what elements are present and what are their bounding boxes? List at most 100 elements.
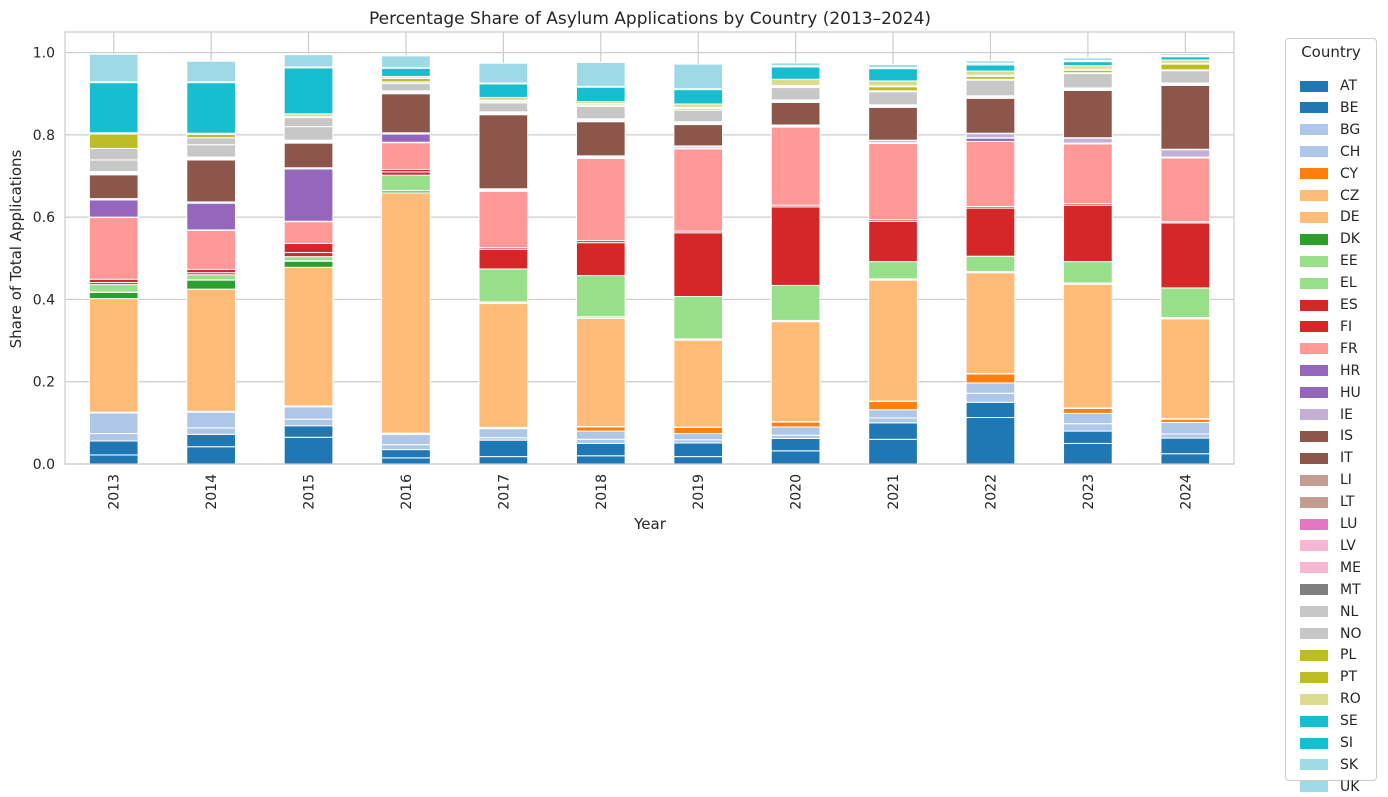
legend-swatch (1300, 475, 1328, 486)
bar-segment-it-2018 (576, 122, 625, 156)
bar-segment-el-2016 (382, 175, 431, 190)
bar-segment-es-2024 (1161, 223, 1210, 288)
bar-segment-at-2014 (187, 447, 236, 464)
y-tick-label: 0.0 (33, 457, 55, 473)
bar-segment-bg-2021 (869, 418, 918, 423)
legend-item-lu: LU (1300, 514, 1357, 534)
bar-segment-fr-2014 (187, 230, 236, 269)
legend-label: NO (1340, 626, 1362, 642)
bar-segment-se-2020 (771, 67, 820, 79)
y-tick-label: 0.8 (33, 128, 55, 144)
legend-item-mt: MT (1300, 580, 1361, 600)
bar-segment-ie-2023 (1064, 138, 1113, 143)
legend-label: MT (1340, 582, 1361, 598)
bar-segment-el-2020 (771, 285, 820, 320)
bar-segment-no-2015 (284, 118, 333, 127)
bar-segment-de-2013 (89, 299, 138, 413)
bar-segment-it-2024 (1161, 85, 1210, 149)
bar-segment-de-2019 (674, 340, 723, 427)
legend-item-si: SI (1300, 733, 1353, 753)
y-tick-label: 0.6 (33, 210, 55, 226)
legend-label: HR (1340, 363, 1360, 379)
legend-swatch (1300, 234, 1328, 245)
legend-swatch (1300, 146, 1328, 157)
legend-item-it: IT (1300, 448, 1353, 468)
bar-segment-de-2022 (966, 273, 1015, 374)
bar-segment-ch-2013 (89, 413, 138, 434)
bar-segment-dk-2015 (284, 261, 333, 267)
legend-item-el: EL (1300, 273, 1357, 293)
bar-segment-be-2018 (576, 443, 625, 455)
bar-segment-nl-2023 (1064, 74, 1113, 88)
y-tick-label: 0.4 (33, 292, 55, 308)
x-tick-label: 2024 (1178, 474, 1194, 510)
bar-segment-bg-2023 (1064, 424, 1113, 431)
bar-segment-uk-2015 (284, 55, 333, 67)
bar-segment-uk-2016 (382, 56, 431, 68)
bar-segment-nl-2018 (576, 106, 625, 118)
bar-segment-el-2023 (1064, 262, 1113, 283)
legend-swatch (1300, 606, 1328, 617)
x-tick-label: 2023 (1081, 474, 1097, 510)
bar-segment-at-2024 (1161, 454, 1210, 464)
bar-segment-fr-2023 (1064, 144, 1113, 204)
legend-swatch (1300, 321, 1328, 332)
legend-label: CH (1340, 144, 1360, 160)
bar-segment-de-2016 (382, 193, 431, 433)
bar-segment-it-2021 (869, 107, 918, 140)
legend-swatch (1300, 584, 1328, 595)
bar-segment-ch-2019 (674, 434, 723, 440)
bar-segment-de-2023 (1064, 284, 1113, 408)
bar-segment-nl-2019 (674, 110, 723, 122)
bar-segment-cy-2021 (869, 401, 918, 409)
legend-swatch (1300, 300, 1328, 311)
bar-segment-cy-2020 (771, 422, 820, 427)
bar-segment-no-2014 (187, 138, 236, 145)
legend-label: ES (1340, 297, 1358, 313)
legend-label: LT (1340, 494, 1354, 510)
legend-label: IE (1340, 407, 1353, 423)
legend-title: Country (1286, 43, 1376, 61)
legend-swatch (1300, 343, 1328, 354)
bar-segment-uk-2021 (869, 65, 918, 68)
bar-segment-el-2015 (284, 257, 333, 261)
bar-segment-es-2021 (869, 221, 918, 261)
x-tick-label: 2013 (107, 474, 123, 510)
bar-segment-el-2017 (479, 269, 528, 302)
bar-segment-nl-2017 (479, 103, 528, 112)
legend-swatch (1300, 672, 1328, 683)
bar-segment-fr-2015 (284, 222, 333, 244)
bar-segment-at-2023 (1064, 443, 1113, 464)
legend-swatch (1300, 190, 1328, 201)
bar-segment-fr-2018 (576, 158, 625, 240)
legend-swatch (1300, 256, 1328, 267)
bar-segment-de-2017 (479, 304, 528, 428)
legend-label: PT (1340, 669, 1357, 685)
bar-segment-el-2018 (576, 276, 625, 317)
legend-label: BE (1340, 100, 1358, 116)
bar-segment-se-2019 (674, 90, 723, 104)
legend-item-cy: CY (1300, 164, 1358, 184)
legend-item-es: ES (1300, 295, 1358, 315)
bar-segment-hu-2015 (284, 169, 333, 221)
chart-title: Percentage Share of Asylum Applications … (369, 9, 931, 29)
legend-label: FI (1340, 319, 1352, 335)
bar-segment-se-2013 (89, 83, 138, 133)
bar-segment-el-2019 (674, 297, 723, 339)
legend-item-fi: FI (1300, 317, 1352, 337)
bar-segment-el-2024 (1161, 288, 1210, 318)
bar-segment-hu-2016 (382, 134, 431, 142)
bar-segment-at-2017 (479, 457, 528, 464)
bar-segment-fr-2017 (479, 191, 528, 247)
y-tick-label: 1.0 (33, 46, 55, 62)
legend-item-uk: UK (1300, 777, 1359, 797)
legend-item-li: LI (1300, 470, 1352, 490)
bar-segment-be-2013 (89, 441, 138, 455)
bar-segment-at-2019 (674, 457, 723, 464)
legend-item-pl: PL (1300, 645, 1356, 665)
bar-segment-ch-2021 (869, 410, 918, 418)
bar-segment-be-2021 (869, 423, 918, 439)
y-axis-label: Share of Total Applications (7, 149, 25, 348)
